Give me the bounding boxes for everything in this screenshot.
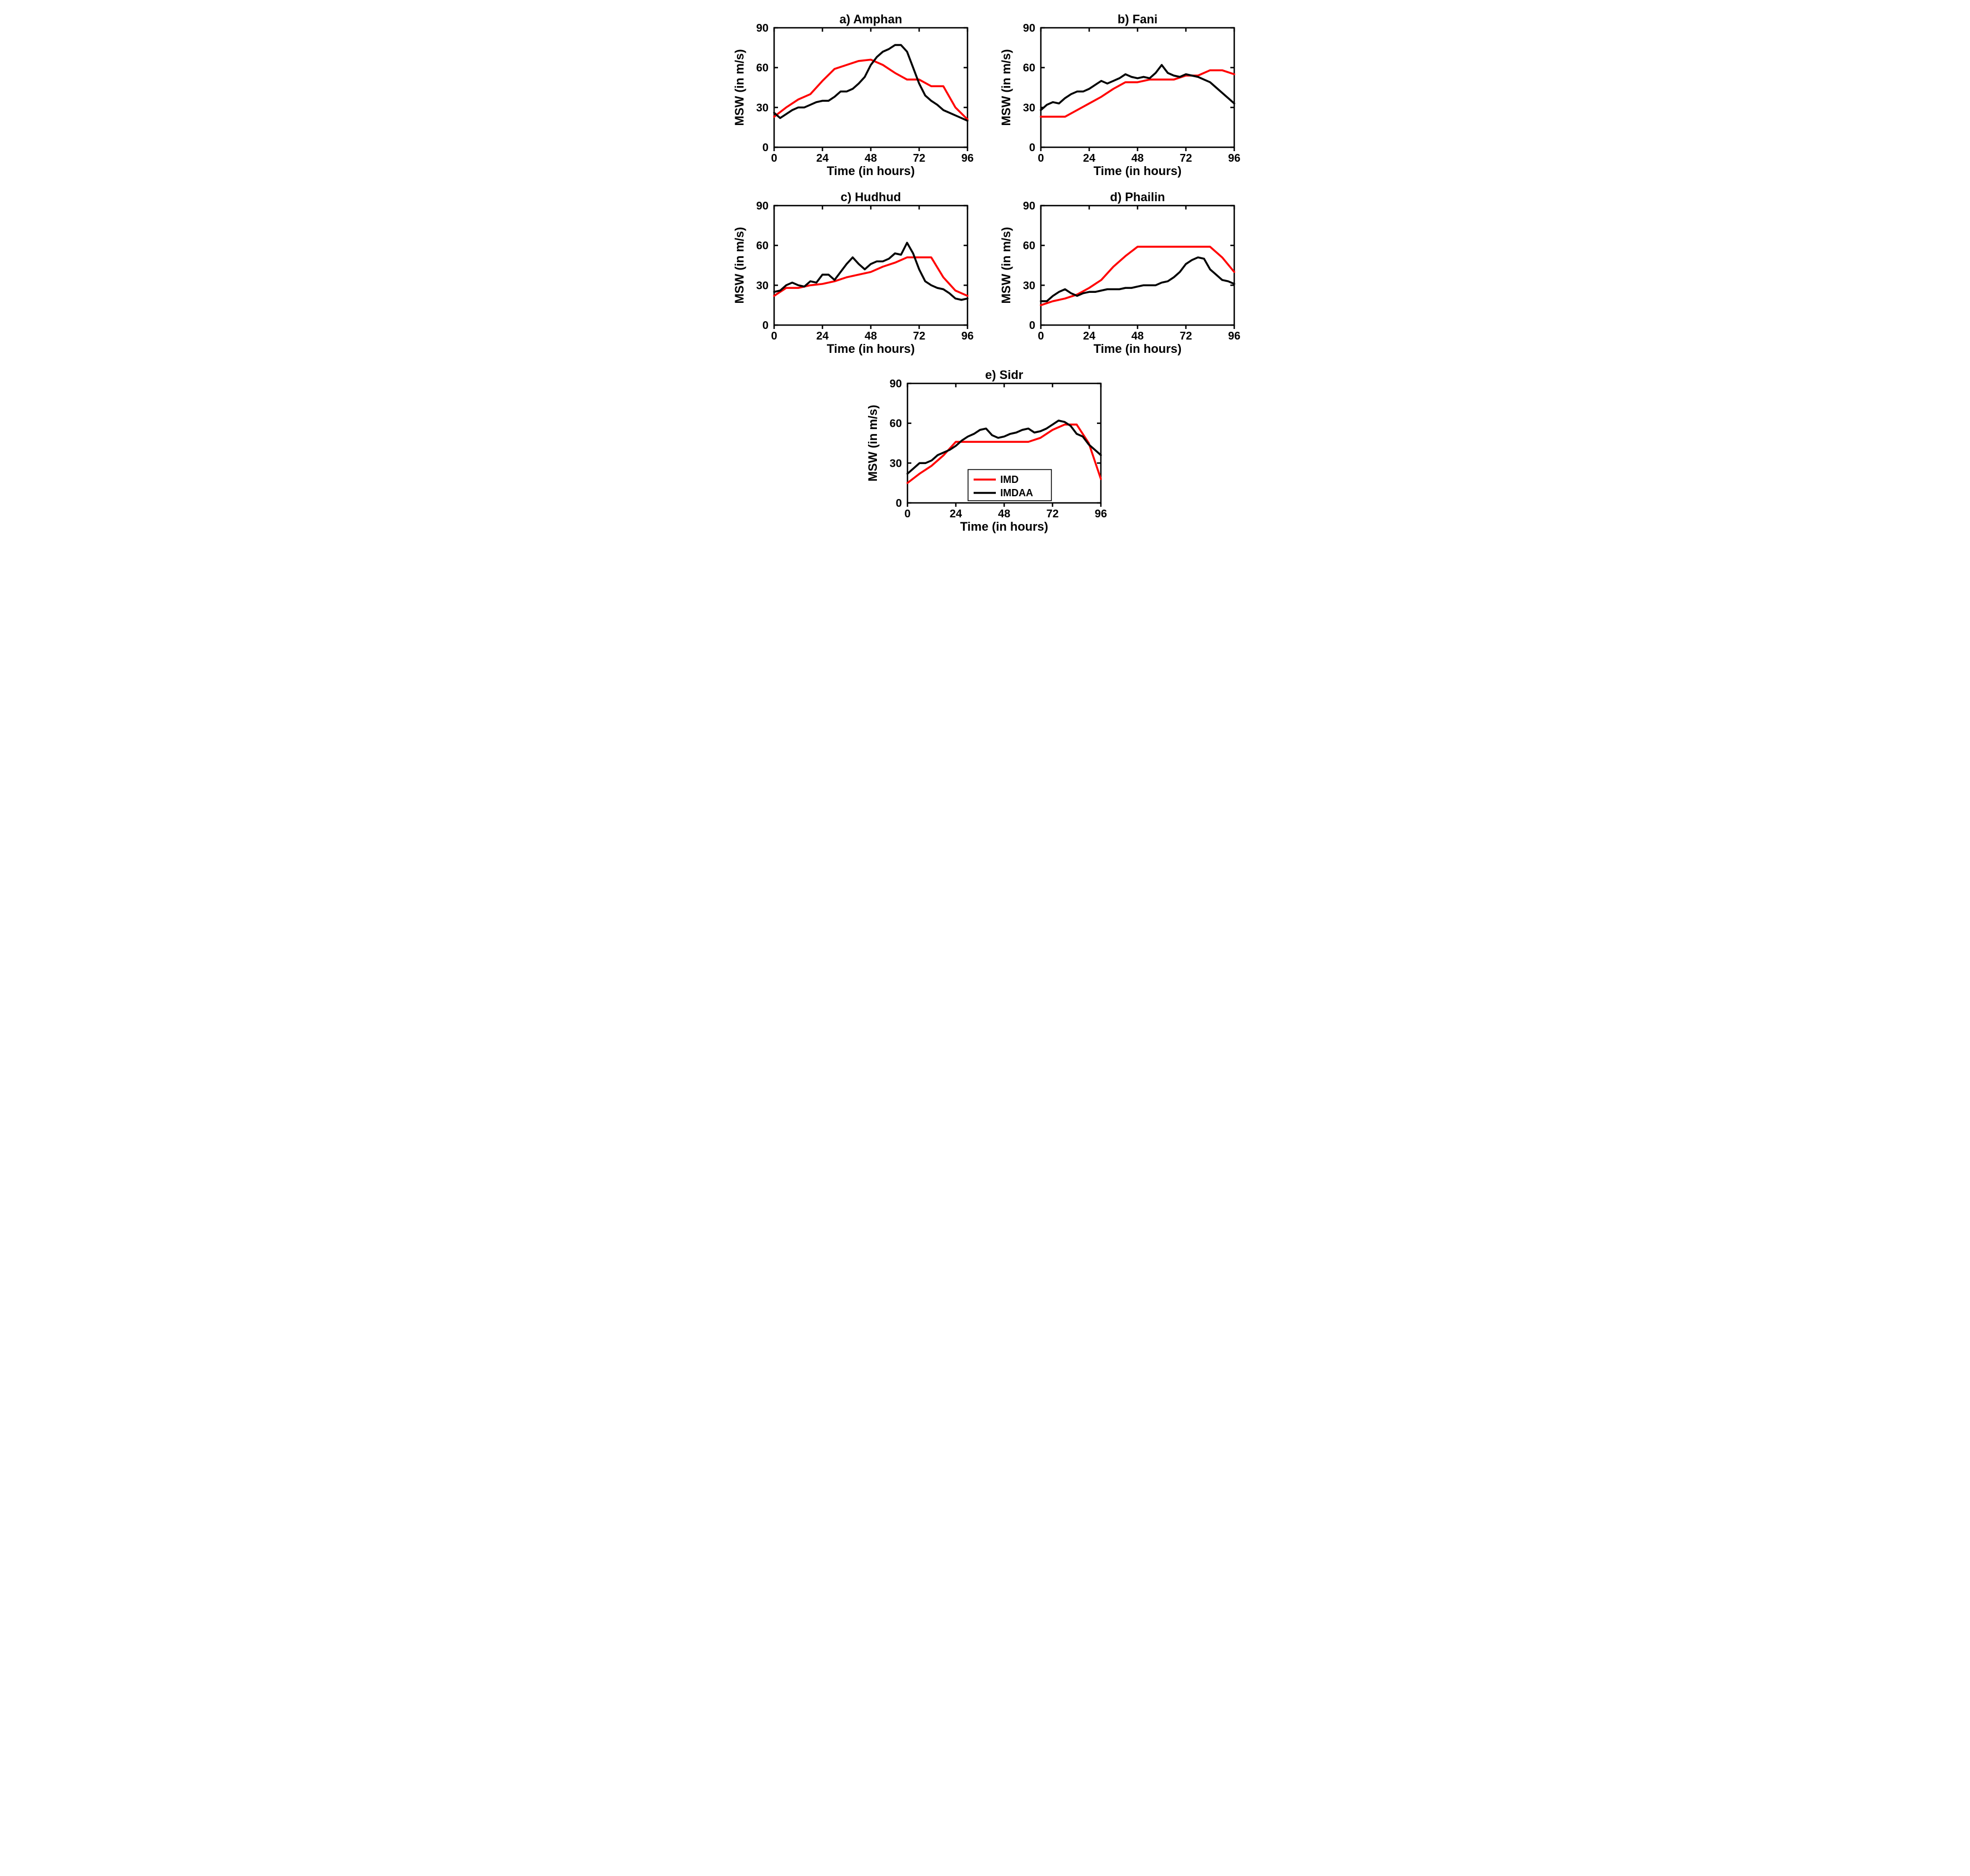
svg-text:24: 24	[1083, 152, 1095, 164]
panel-title: d) Phailin	[1110, 190, 1165, 204]
x-axis-label: Time (in hours)	[826, 342, 915, 356]
y-axis-label: MSW (in m/s)	[866, 405, 880, 481]
svg-text:0: 0	[904, 508, 910, 520]
svg-text:48: 48	[1131, 152, 1143, 164]
svg-text:72: 72	[912, 152, 925, 164]
svg-text:96: 96	[961, 152, 973, 164]
y-axis-label: MSW (in m/s)	[999, 49, 1013, 126]
svg-text:60: 60	[756, 240, 768, 252]
svg-text:30: 30	[756, 102, 768, 114]
svg-text:90: 90	[756, 200, 768, 212]
panel-c: 0 24 48 72 96 0 30 60 90 c) Hudhud MSW (in m/s) Tim…	[730, 189, 974, 356]
svg-text:72: 72	[1046, 508, 1058, 520]
svg-text:24: 24	[1083, 330, 1095, 342]
panel-e: 0 24 48 72 96 0 30 60 90 e) Sidr MSW (in m/s) Time …	[863, 367, 1108, 533]
svg-text:72: 72	[1179, 152, 1191, 164]
svg-text:90: 90	[756, 22, 768, 34]
svg-text:96: 96	[1228, 152, 1240, 164]
legend-label: IMD	[1000, 474, 1019, 485]
panel-d: 0 24 48 72 96 0 30 60 90 d) Phailin MSW (in m/s) Ti…	[996, 189, 1241, 356]
svg-text:0: 0	[1029, 142, 1035, 154]
svg-text:30: 30	[756, 280, 768, 292]
panel-title: a) Amphan	[839, 12, 902, 26]
svg-text:48: 48	[864, 330, 876, 342]
x-axis-label: Time (in hours)	[960, 520, 1048, 533]
svg-text:30: 30	[1023, 102, 1035, 114]
svg-text:0: 0	[771, 330, 777, 342]
svg-text:24: 24	[816, 330, 829, 342]
y-axis-label: MSW (in m/s)	[732, 227, 746, 303]
svg-text:72: 72	[1179, 330, 1191, 342]
svg-text:0: 0	[1038, 330, 1044, 342]
x-axis-label: Time (in hours)	[1093, 164, 1181, 178]
svg-text:48: 48	[1131, 330, 1143, 342]
svg-text:24: 24	[949, 508, 962, 520]
panel-title: c) Hudhud	[840, 190, 901, 204]
x-axis-label: Time (in hours)	[826, 164, 915, 178]
svg-text:30: 30	[889, 457, 901, 470]
svg-text:0: 0	[762, 142, 768, 154]
svg-text:0: 0	[1038, 152, 1044, 164]
panel-title: e) Sidr	[985, 368, 1023, 382]
svg-text:96: 96	[1228, 330, 1240, 342]
panel-a: 0 24 48 72 96 0 30 60 90 a) Amphan MSW (in m/s) Tim…	[730, 11, 974, 178]
svg-text:90: 90	[889, 378, 901, 390]
x-axis-label: Time (in hours)	[1093, 342, 1181, 356]
svg-text:96: 96	[1094, 508, 1106, 520]
legend-label: IMDAA	[1000, 487, 1033, 498]
svg-text:0: 0	[895, 497, 901, 510]
svg-text:60: 60	[1023, 62, 1035, 74]
svg-text:72: 72	[912, 330, 925, 342]
svg-text:30: 30	[1023, 280, 1035, 292]
svg-text:48: 48	[998, 508, 1010, 520]
svg-text:0: 0	[762, 320, 768, 332]
y-axis-label: MSW (in m/s)	[999, 227, 1013, 303]
panel-b: 0 24 48 72 96 0 30 60 90 b) Fani MSW (in m/s) Time …	[996, 11, 1241, 178]
svg-text:90: 90	[1023, 22, 1035, 34]
svg-text:60: 60	[756, 62, 768, 74]
svg-text:48: 48	[864, 152, 876, 164]
svg-text:0: 0	[771, 152, 777, 164]
svg-text:24: 24	[816, 152, 829, 164]
svg-text:0: 0	[1029, 320, 1035, 332]
y-axis-label: MSW (in m/s)	[732, 49, 746, 126]
panel-title: b) Fani	[1117, 12, 1157, 26]
svg-text:90: 90	[1023, 200, 1035, 212]
figure-grid: 0 24 48 72 96 0 30 60 90 a) Amphan MSW (in m/s) Tim…	[707, 11, 1263, 533]
svg-text:60: 60	[1023, 240, 1035, 252]
svg-text:60: 60	[889, 418, 901, 430]
svg-text:96: 96	[961, 330, 973, 342]
